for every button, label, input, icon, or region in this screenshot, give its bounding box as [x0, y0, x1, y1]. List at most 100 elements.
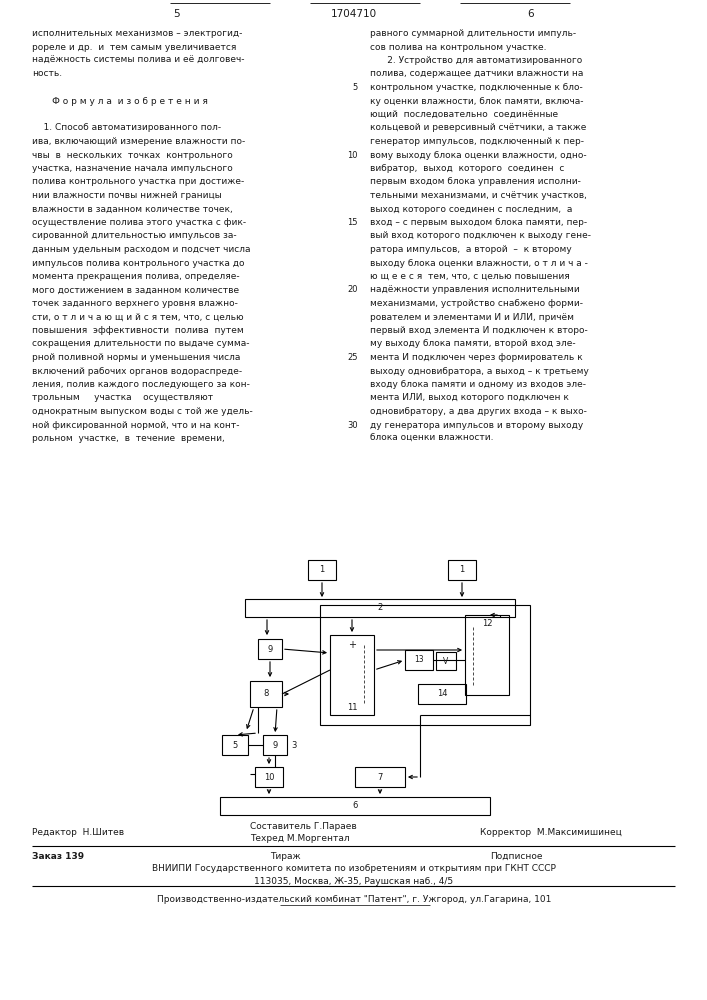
- Text: му выходу блока памяти, второй вход эле-: му выходу блока памяти, второй вход эле-: [370, 340, 575, 349]
- Text: Составитель Г.Параев: Составитель Г.Параев: [250, 822, 357, 831]
- Text: 113035, Москва, Ж-35, Раушская наб., 4/5: 113035, Москва, Ж-35, Раушская наб., 4/5: [255, 877, 454, 886]
- Text: рореле и др.  и  тем самым увеличивается: рореле и др. и тем самым увеличивается: [32, 42, 236, 51]
- Bar: [436, 652, 456, 670]
- Text: ива, включающий измерение влажности по-: ива, включающий измерение влажности по-: [32, 137, 245, 146]
- Text: 5: 5: [174, 9, 180, 19]
- Text: контрольном участке, подключенные к бло-: контрольном участке, подключенные к бло-: [370, 83, 583, 92]
- Bar: [330, 635, 374, 715]
- Text: вому выходу блока оценки влажности, одно-: вому выходу блока оценки влажности, одно…: [370, 150, 587, 159]
- Text: 2: 2: [378, 603, 382, 612]
- Text: Техред М.Моргентал: Техред М.Моргентал: [250, 834, 350, 843]
- Text: нии влажности почвы нижней границы: нии влажности почвы нижней границы: [32, 191, 222, 200]
- Text: рольном  участке,  в  течение  времени,: рольном участке, в течение времени,: [32, 434, 225, 443]
- Text: 7: 7: [378, 772, 382, 782]
- Text: 9: 9: [272, 740, 278, 750]
- Text: надёжности управления исполнительными: надёжности управления исполнительными: [370, 286, 580, 294]
- Text: генератор импульсов, подключенный к пер-: генератор импульсов, подключенный к пер-: [370, 137, 584, 146]
- Text: кольцевой и реверсивный счётчики, а также: кольцевой и реверсивный счётчики, а такж…: [370, 123, 586, 132]
- Bar: [258, 639, 282, 659]
- Text: одновибратору, а два других входа – к выхо-: одновибратору, а два других входа – к вы…: [370, 407, 587, 416]
- Text: Заказ 139: Заказ 139: [32, 852, 84, 861]
- Text: Редактор  Н.Шитев: Редактор Н.Шитев: [32, 828, 124, 837]
- Text: +: +: [348, 640, 356, 650]
- Text: 5: 5: [233, 740, 238, 750]
- Text: повышения  эффективности  полива  путем: повышения эффективности полива путем: [32, 326, 244, 335]
- Text: ность.: ность.: [32, 70, 62, 79]
- Bar: [405, 650, 433, 670]
- Text: Подписное: Подписное: [490, 852, 542, 861]
- Text: 2. Устройство для автоматизированного: 2. Устройство для автоматизированного: [370, 56, 583, 65]
- Text: однократным выпуском воды с той же удель-: однократным выпуском воды с той же удель…: [32, 407, 252, 416]
- Text: сов полива на контрольном участке.: сов полива на контрольном участке.: [370, 42, 547, 51]
- Text: тельными механизмами, и счётчик участков,: тельными механизмами, и счётчик участков…: [370, 191, 587, 200]
- Text: 1: 1: [460, 566, 464, 574]
- Text: исполнительных механизмов – электрогид-: исполнительных механизмов – электрогид-: [32, 29, 243, 38]
- Bar: [250, 681, 282, 707]
- Text: 6: 6: [352, 802, 358, 810]
- Text: точек заданного верхнего уровня влажно-: точек заданного верхнего уровня влажно-: [32, 299, 238, 308]
- Text: 20: 20: [348, 286, 358, 294]
- Text: ю щ е е с я  тем, что, с целью повышения: ю щ е е с я тем, что, с целью повышения: [370, 272, 570, 281]
- Text: момента прекращения полива, определяе-: момента прекращения полива, определяе-: [32, 272, 240, 281]
- Text: данным удельным расходом и подсчет числа: данным удельным расходом и подсчет числа: [32, 245, 250, 254]
- Text: 10: 10: [264, 772, 274, 782]
- Text: полива, содержащее датчики влажности на: полива, содержащее датчики влажности на: [370, 70, 583, 79]
- Text: 6: 6: [527, 9, 534, 19]
- Bar: [245, 599, 515, 617]
- Text: выходу блока оценки влажности, о т л и ч а -: выходу блока оценки влажности, о т л и ч…: [370, 258, 588, 267]
- Bar: [220, 797, 490, 815]
- Text: 11: 11: [346, 702, 357, 712]
- Text: трольным     участка    осуществляют: трольным участка осуществляют: [32, 393, 213, 402]
- Text: 1704710: 1704710: [331, 9, 377, 19]
- Text: вый вход которого подключен к выходу гене-: вый вход которого подключен к выходу ген…: [370, 232, 591, 240]
- Text: блока оценки влажности.: блока оценки влажности.: [370, 434, 493, 443]
- Text: чвы  в  нескольких  точках  контрольного: чвы в нескольких точках контрольного: [32, 150, 233, 159]
- Text: первым входом блока управления исполни-: первым входом блока управления исполни-: [370, 178, 581, 186]
- Text: 1. Способ автоматизированного пол-: 1. Способ автоматизированного пол-: [32, 123, 221, 132]
- Bar: [320, 605, 530, 725]
- Text: рователем и элементами И и ИЛИ, причём: рователем и элементами И и ИЛИ, причём: [370, 312, 574, 322]
- Text: 25: 25: [348, 353, 358, 362]
- Text: участка, назначение начала импульсного: участка, назначение начала импульсного: [32, 164, 233, 173]
- Text: 10: 10: [348, 150, 358, 159]
- Text: входу блока памяти и одному из входов эле-: входу блока памяти и одному из входов эл…: [370, 380, 586, 389]
- Text: 9: 9: [267, 645, 273, 654]
- Text: 15: 15: [348, 218, 358, 227]
- Bar: [263, 735, 287, 755]
- Text: сированной длительностью импульсов за-: сированной длительностью импульсов за-: [32, 232, 237, 240]
- Text: Корректор  М.Максимишинец: Корректор М.Максимишинец: [480, 828, 621, 837]
- Text: ВНИИПИ Государственного комитета по изобретениям и открытиям при ГКНТ СССР: ВНИИПИ Государственного комитета по изоб…: [152, 864, 556, 873]
- Text: надёжность системы полива и её долговеч-: надёжность системы полива и её долговеч-: [32, 56, 245, 65]
- Text: включений рабочих органов водораспреде-: включений рабочих органов водораспреде-: [32, 366, 242, 375]
- Bar: [308, 560, 336, 580]
- Text: осуществление полива этого участка с фик-: осуществление полива этого участка с фик…: [32, 218, 246, 227]
- Text: выход которого соединен с последним,  а: выход которого соединен с последним, а: [370, 205, 573, 214]
- Bar: [448, 560, 476, 580]
- Text: 13: 13: [414, 656, 423, 664]
- Text: выходу одновибратора, а выход – к третьему: выходу одновибратора, а выход – к третье…: [370, 366, 589, 375]
- Text: V: V: [443, 656, 449, 666]
- Bar: [465, 615, 509, 695]
- Text: 3: 3: [291, 740, 296, 750]
- Text: Ф о р м у л а  и з о б р е т е н и я: Ф о р м у л а и з о б р е т е н и я: [32, 97, 208, 105]
- Text: ду генератора импульсов и второму выходу: ду генератора импульсов и второму выходу: [370, 420, 583, 430]
- Text: 30: 30: [347, 420, 358, 430]
- Text: 5: 5: [353, 83, 358, 92]
- Text: влажности в заданном количестве точек,: влажности в заданном количестве точек,: [32, 205, 233, 214]
- Text: ратора импульсов,  а второй  –  к второму: ратора импульсов, а второй – к второму: [370, 245, 572, 254]
- Bar: [255, 767, 283, 787]
- Text: 14: 14: [437, 690, 448, 698]
- Text: 1: 1: [320, 566, 325, 574]
- Text: ной фиксированной нормой, что и на конт-: ной фиксированной нормой, что и на конт-: [32, 420, 240, 430]
- Text: Тираж: Тираж: [269, 852, 300, 861]
- Text: импульсов полива контрольного участка до: импульсов полива контрольного участка до: [32, 258, 245, 267]
- Text: полива контрольного участка при достиже-: полива контрольного участка при достиже-: [32, 178, 244, 186]
- Text: механизмами, устройство снабжено форми-: механизмами, устройство снабжено форми-: [370, 299, 583, 308]
- Text: первый вход элемента И подключен к второ-: первый вход элемента И подключен к второ…: [370, 326, 588, 335]
- Text: ющий  последовательно  соединённые: ющий последовательно соединённые: [370, 110, 558, 119]
- Bar: [418, 684, 466, 704]
- Text: рной поливной нормы и уменьшения числа: рной поливной нормы и уменьшения числа: [32, 353, 240, 362]
- Text: ку оценки влажности, блок памяти, включа-: ку оценки влажности, блок памяти, включа…: [370, 97, 583, 105]
- Text: ления, полив каждого последующего за кон-: ления, полив каждого последующего за кон…: [32, 380, 250, 389]
- Text: вибратор,  выход  которого  соединен  с: вибратор, выход которого соединен с: [370, 164, 564, 173]
